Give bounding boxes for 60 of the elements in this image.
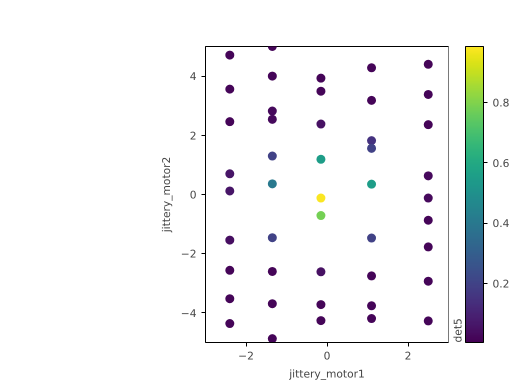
point	[316, 74, 326, 83]
point	[424, 194, 433, 203]
point	[268, 334, 277, 342]
x-tick-label: −2	[238, 350, 254, 362]
point	[424, 90, 433, 99]
point	[367, 63, 376, 72]
point	[424, 120, 433, 130]
point	[367, 136, 376, 146]
point	[268, 233, 277, 242]
y-axis-title: jittery_motor2	[160, 156, 173, 234]
y-tick-label: 2	[190, 129, 196, 142]
point	[225, 319, 234, 328]
point	[367, 180, 376, 189]
point	[225, 236, 234, 245]
point	[225, 50, 234, 60]
point	[268, 72, 277, 81]
point	[268, 152, 277, 161]
point	[225, 294, 234, 304]
point	[316, 194, 326, 203]
point	[225, 186, 234, 196]
color-bar-label: 0.6	[492, 156, 510, 170]
x-axis-title: jittery_motor1	[288, 368, 365, 380]
point	[424, 60, 433, 69]
y-tick-label: 4	[190, 70, 197, 84]
y-tick-label: −4	[180, 306, 197, 320]
point	[367, 144, 376, 153]
point	[316, 211, 326, 220]
point	[316, 120, 326, 129]
point	[268, 266, 277, 276]
point	[316, 86, 326, 96]
point	[268, 179, 277, 188]
point	[367, 234, 376, 243]
y-tick-label: −2	[180, 248, 197, 261]
point	[225, 169, 234, 178]
x-tick-label: 0	[324, 350, 331, 362]
point	[367, 301, 376, 310]
point	[424, 316, 433, 326]
x-tick-label: 2	[404, 350, 412, 362]
color-bar-label: 0.2	[492, 278, 510, 291]
point	[225, 117, 234, 126]
point	[316, 316, 326, 326]
point	[268, 299, 277, 308]
color-bar-title: det5	[452, 318, 464, 342]
point	[424, 276, 433, 286]
point	[316, 154, 326, 164]
point	[424, 242, 433, 252]
point	[424, 171, 433, 180]
color-bar-label: 0.4	[492, 217, 510, 230]
point	[225, 84, 234, 94]
point	[424, 216, 433, 225]
point	[316, 300, 326, 310]
point	[225, 266, 234, 275]
point	[367, 271, 376, 280]
point	[367, 314, 376, 324]
point	[316, 267, 326, 276]
point	[268, 106, 277, 116]
point	[367, 96, 376, 105]
y-tick-label: 0	[190, 188, 197, 202]
point	[268, 114, 277, 124]
color-bar-label: 0.8	[492, 96, 510, 110]
